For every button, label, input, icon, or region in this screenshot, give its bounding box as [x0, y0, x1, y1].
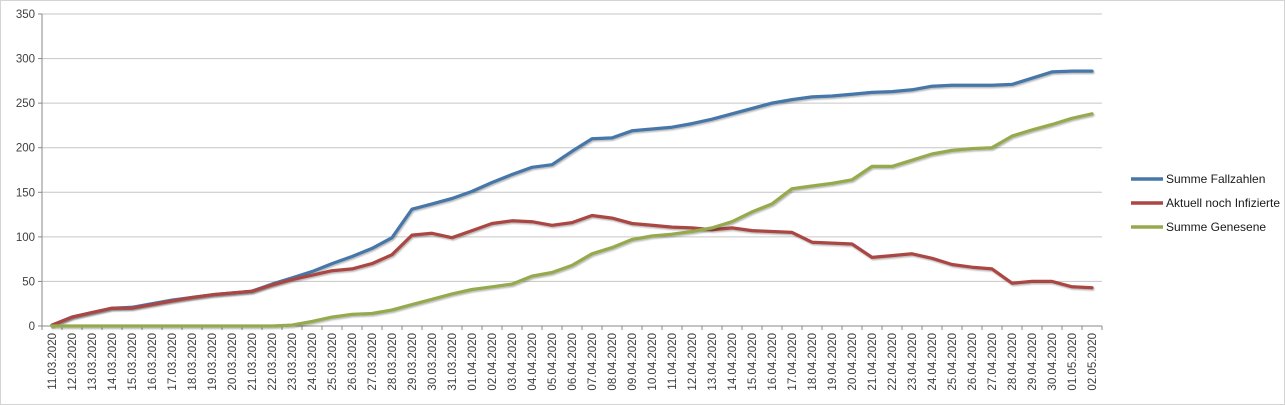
x-axis-label: 27.03.2020: [367, 333, 379, 391]
x-axis-label: 28.03.2020: [387, 333, 399, 391]
gridlines: [42, 13, 1102, 282]
series-line-summe-genesene: [50, 112, 1094, 328]
legend-label: Aktuell noch Infizierte: [1166, 196, 1280, 210]
x-axis-label: 16.03.2020: [147, 333, 159, 391]
x-axis-label: 15.03.2020: [127, 333, 139, 391]
x-axis-label: 25.04.2020: [947, 333, 959, 391]
x-axis-label: 14.03.2020: [107, 333, 119, 391]
y-axis-label: 200: [16, 143, 35, 155]
x-axis-label: 11.03.2020: [47, 333, 59, 390]
y-axis-label: 100: [16, 232, 35, 244]
x-axis-label: 12.04.2020: [687, 333, 699, 391]
x-axis-label: 30.03.2020: [427, 333, 439, 391]
x-axis-label: 11.04.2020: [667, 333, 679, 390]
x-axis-label: 03.04.2020: [507, 333, 519, 391]
x-axis-label: 02.05.2020: [1087, 333, 1099, 391]
x-axis-label: 23.03.2020: [287, 333, 299, 391]
legend: Summe Fallzahlen Aktuell noch Infizierte S…: [1131, 172, 1280, 234]
x-axis-label: 13.04.2020: [707, 333, 719, 391]
x-axis-label: 22.04.2020: [887, 333, 899, 391]
x-axis-label: 19.03.2020: [207, 333, 219, 391]
y-axis-label: 350: [16, 9, 35, 21]
x-axis-label: 28.04.2020: [1007, 333, 1019, 391]
x-axis-label: 09.04.2020: [627, 333, 639, 391]
x-axis-label: 31.03.2020: [447, 333, 459, 391]
x-axis-label: 12.03.2020: [67, 333, 79, 391]
x-axis-label: 02.04.2020: [487, 333, 499, 391]
x-axis-label: 18.03.2020: [187, 333, 199, 391]
x-axis-label: 21.04.2020: [867, 333, 879, 391]
x-axis-label: 24.03.2020: [307, 333, 319, 391]
legend-item-summe-genesene: Summe Genesene: [1131, 220, 1266, 234]
x-axis-label: 21.03.2020: [247, 333, 259, 391]
series-line-summe-fallzahlen: [50, 69, 1094, 327]
y-axis-label: 50: [22, 276, 35, 288]
y-axis-labels: 0 50 100 150 200 250 300 350: [16, 9, 35, 333]
x-axis-label: 19.04.2020: [827, 333, 839, 391]
x-axis-label: 30.04.2020: [1047, 333, 1059, 391]
x-axis-labels: 11.03.2020 12.03.2020 13.03.2020 14.03.2020…: [47, 333, 1099, 391]
x-axis-label: 01.04.2020: [467, 333, 479, 391]
y-axis-label: 300: [16, 54, 35, 66]
y-axis-label: 250: [16, 98, 35, 110]
x-axis-label: 25.03.2020: [327, 333, 339, 391]
legend-label: Summe Fallzahlen: [1166, 172, 1265, 186]
x-axis-label: 06.04.2020: [567, 333, 579, 391]
legend-item-aktuell-noch-infizierte: Aktuell noch Infizierte: [1131, 196, 1280, 210]
x-axis-label: 29.03.2020: [407, 333, 419, 391]
x-axis-label: 05.04.2020: [547, 333, 559, 391]
x-axis-label: 13.03.2020: [87, 333, 99, 391]
x-axis-label: 26.04.2020: [967, 333, 979, 391]
x-axis-label: 24.04.2020: [927, 333, 939, 391]
axes: [38, 13, 1103, 330]
x-axis-label: 14.04.2020: [727, 333, 739, 391]
x-axis-label: 17.03.2020: [167, 333, 179, 391]
x-axis-label: 17.04.2020: [787, 333, 799, 391]
x-axis-label: 27.04.2020: [987, 333, 999, 391]
x-axis-label: 29.04.2020: [1027, 333, 1039, 391]
x-axis-label: 07.04.2020: [587, 333, 599, 391]
legend-label: Summe Genesene: [1166, 220, 1266, 234]
x-axis-label: 20.03.2020: [227, 333, 239, 391]
x-axis-label: 01.05.2020: [1067, 333, 1079, 391]
x-axis-label: 22.03.2020: [267, 333, 279, 391]
x-axis-label: 20.04.2020: [847, 333, 859, 391]
x-axis-label: 23.04.2020: [907, 333, 919, 391]
series-lines: [50, 69, 1094, 328]
x-axis-label: 04.04.2020: [527, 333, 539, 391]
series-line-aktuell-noch-infizierte: [50, 213, 1094, 327]
x-axis-label: 08.04.2020: [607, 333, 619, 391]
legend-item-summe-fallzahlen: Summe Fallzahlen: [1131, 172, 1265, 186]
x-axis-label: 26.03.2020: [347, 333, 359, 391]
y-axis-label: 0: [29, 321, 35, 333]
x-axis-label: 15.04.2020: [747, 333, 759, 391]
x-axis-label: 18.04.2020: [807, 333, 819, 391]
y-axis-label: 150: [16, 187, 35, 199]
x-axis-label: 16.04.2020: [767, 333, 779, 391]
x-axis-label: 10.04.2020: [647, 333, 659, 391]
